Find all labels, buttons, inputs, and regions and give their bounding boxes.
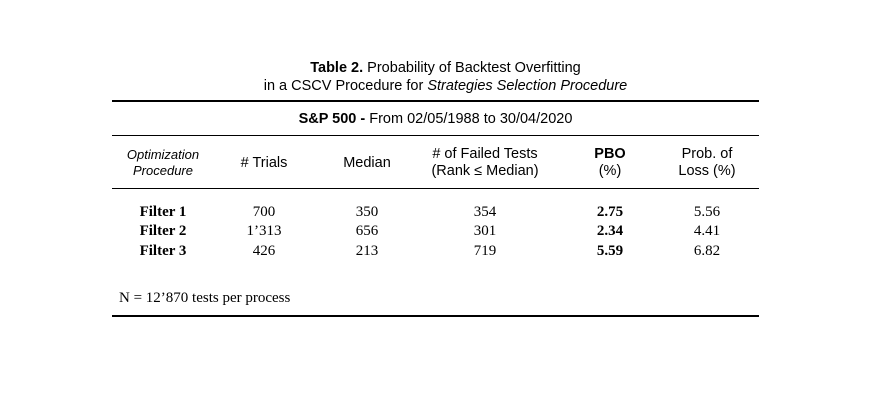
col-header-procedure: Optimization Procedure bbox=[113, 147, 213, 179]
row-trials: 426 bbox=[252, 243, 276, 259]
col-header-failed-line1: # of Failed Tests bbox=[432, 146, 538, 162]
col-header-failed-line2: (Rank ≤ Median) bbox=[431, 163, 539, 179]
caption-italic: Strategies Selection Procedure bbox=[427, 78, 628, 94]
row-filter-name: Filter 1 bbox=[139, 204, 187, 220]
market-label: S&P 500 - bbox=[298, 111, 366, 127]
row-pbo: 2.34 bbox=[596, 223, 624, 239]
row-median: 656 bbox=[355, 223, 379, 239]
row-filter-name: Filter 2 bbox=[139, 223, 187, 239]
col-header-procedure-line1: Optimization bbox=[126, 147, 200, 162]
col-header-pbo: PBO (%) bbox=[565, 146, 655, 180]
col-header-procedure-line2: Procedure bbox=[133, 163, 193, 178]
body-rule bbox=[112, 188, 759, 189]
row-trials: 1’313 bbox=[246, 223, 282, 239]
col-header-loss-line1: Prob. of bbox=[681, 146, 733, 162]
col-header-loss-line2: Loss (%) bbox=[678, 163, 736, 179]
caption-text: Probability of Backtest Overfitting bbox=[363, 60, 581, 76]
row-trials: 700 bbox=[252, 204, 276, 220]
row-loss: 6.82 bbox=[693, 243, 721, 259]
row-loss: 5.56 bbox=[693, 204, 721, 220]
row-median: 350 bbox=[355, 204, 379, 220]
row-pbo: 5.59 bbox=[596, 243, 624, 259]
col-header-median: Median bbox=[343, 155, 391, 171]
col-header-trials: # Trials bbox=[240, 155, 288, 171]
market-period-header: S&P 500 - From 02/05/1988 to 30/04/2020 bbox=[112, 111, 759, 128]
row-pbo: 2.75 bbox=[596, 204, 624, 220]
bottom-rule bbox=[112, 315, 759, 317]
top-rule bbox=[112, 100, 759, 102]
row-filter-name: Filter 3 bbox=[139, 243, 187, 259]
col-header-pbo-line1: PBO bbox=[594, 146, 626, 162]
caption-line-1: Table 2. Probability of Backtest Overfit… bbox=[0, 59, 891, 77]
caption-line-2: in a CSCV Procedure for Strategies Selec… bbox=[0, 77, 891, 95]
row-median: 213 bbox=[355, 243, 379, 259]
header-rule bbox=[112, 135, 759, 136]
col-header-failed-tests: # of Failed Tests (Rank ≤ Median) bbox=[405, 146, 565, 180]
row-failed: 719 bbox=[473, 243, 497, 259]
caption-text-2: in a CSCV Procedure for bbox=[263, 78, 428, 94]
col-header-pbo-line2: (%) bbox=[598, 163, 622, 179]
row-failed: 301 bbox=[473, 223, 497, 239]
caption-label: Table 2. bbox=[310, 60, 364, 76]
table-footnote: N = 12’870 tests per process bbox=[119, 290, 291, 306]
period-text: From 02/05/1988 to 30/04/2020 bbox=[365, 111, 573, 127]
row-failed: 354 bbox=[473, 204, 497, 220]
col-header-loss: Prob. of Loss (%) bbox=[662, 146, 752, 180]
row-loss: 4.41 bbox=[693, 223, 721, 239]
